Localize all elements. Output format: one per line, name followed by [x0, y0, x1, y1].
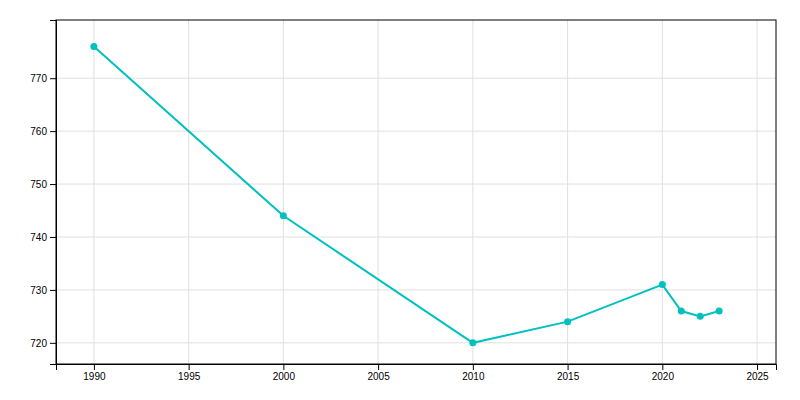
grid-line-y	[56, 78, 776, 79]
plot-frame	[56, 20, 776, 364]
grid-line-y	[56, 342, 776, 343]
x-tick: 1995	[178, 364, 201, 382]
x-tick-label: 2010	[462, 371, 485, 382]
grid	[56, 20, 776, 364]
y-tick-label: 730	[30, 285, 47, 296]
x-tick: 2010	[462, 364, 485, 382]
point	[678, 308, 685, 315]
y-tick-label: 720	[30, 338, 47, 349]
x-tick-mark	[662, 364, 663, 370]
chart: 1990 1995 2000 2005 2010 2015 2020 2025 720 730 74…	[0, 0, 800, 400]
y-tick: 730	[30, 285, 56, 296]
plot: 1990 1995 2000 2005 2010 2015 2020 2025 720 730 74…	[30, 20, 776, 382]
y-tick-label: 770	[30, 73, 47, 84]
y-tick-mark	[50, 237, 56, 238]
y-tick: 750	[30, 179, 56, 190]
point	[469, 339, 476, 346]
grid-line-y	[56, 184, 776, 185]
x-tick-label: 2005	[367, 371, 390, 382]
x-tick: 2020	[652, 364, 675, 382]
y-tick-mark	[50, 78, 56, 79]
x-tick-mark	[378, 364, 379, 370]
x-tick: 2025	[746, 364, 769, 382]
x-tick: 2000	[273, 364, 296, 382]
x-tick: 2015	[557, 364, 580, 382]
y-tick-label: 750	[30, 179, 47, 190]
x-tick-mark	[568, 364, 569, 370]
grid-line-x	[662, 20, 663, 364]
y-tick-label: 760	[30, 126, 47, 137]
point	[716, 308, 723, 315]
x-tick: 1990	[83, 364, 106, 382]
grid-line-y	[56, 289, 776, 290]
y-tick-mark	[50, 184, 56, 185]
line	[94, 46, 719, 342]
point	[659, 281, 666, 288]
y-axis-line	[50, 21, 57, 365]
x-tick-label: 2015	[557, 371, 580, 382]
grid-line-x	[188, 20, 189, 364]
grid-line-y	[56, 236, 776, 237]
point	[564, 318, 571, 325]
y-tick: 760	[30, 126, 56, 137]
x-tick-label: 2025	[746, 371, 769, 382]
y-tick: 740	[30, 232, 56, 243]
y-tick-label: 740	[30, 232, 47, 243]
x-tick-label: 2000	[273, 371, 296, 382]
grid-line-x	[567, 20, 568, 364]
x-axis: 1990 1995 2000 2005 2010 2015 2020 2025	[57, 364, 777, 382]
y-tick: 720	[30, 338, 56, 349]
x-axis-line	[57, 365, 777, 371]
grid-line-y	[56, 131, 776, 132]
x-tick-mark	[473, 364, 474, 370]
x-tick-label: 2020	[652, 371, 675, 382]
point	[280, 212, 287, 219]
x-tick-mark	[757, 364, 758, 370]
point	[697, 313, 704, 320]
y-axis: 720 730 740 750 760 770	[30, 21, 56, 365]
x-tick-label: 1990	[83, 371, 106, 382]
grid-line-x	[378, 20, 379, 364]
point	[90, 43, 97, 50]
grid-line-x	[283, 20, 284, 364]
y-tick-mark	[50, 131, 56, 132]
y-tick: 770	[30, 73, 56, 84]
x-tick-mark	[283, 364, 284, 370]
x-tick: 2005	[367, 364, 390, 382]
marks	[90, 43, 722, 346]
x-tick-mark	[94, 364, 95, 370]
grid-line-x	[472, 20, 473, 364]
x-tick-label: 1995	[178, 371, 201, 382]
x-tick-mark	[189, 364, 190, 370]
y-tick-mark	[50, 343, 56, 344]
grid-line-x	[757, 20, 758, 364]
grid-line-x	[93, 20, 94, 364]
y-tick-mark	[50, 290, 56, 291]
